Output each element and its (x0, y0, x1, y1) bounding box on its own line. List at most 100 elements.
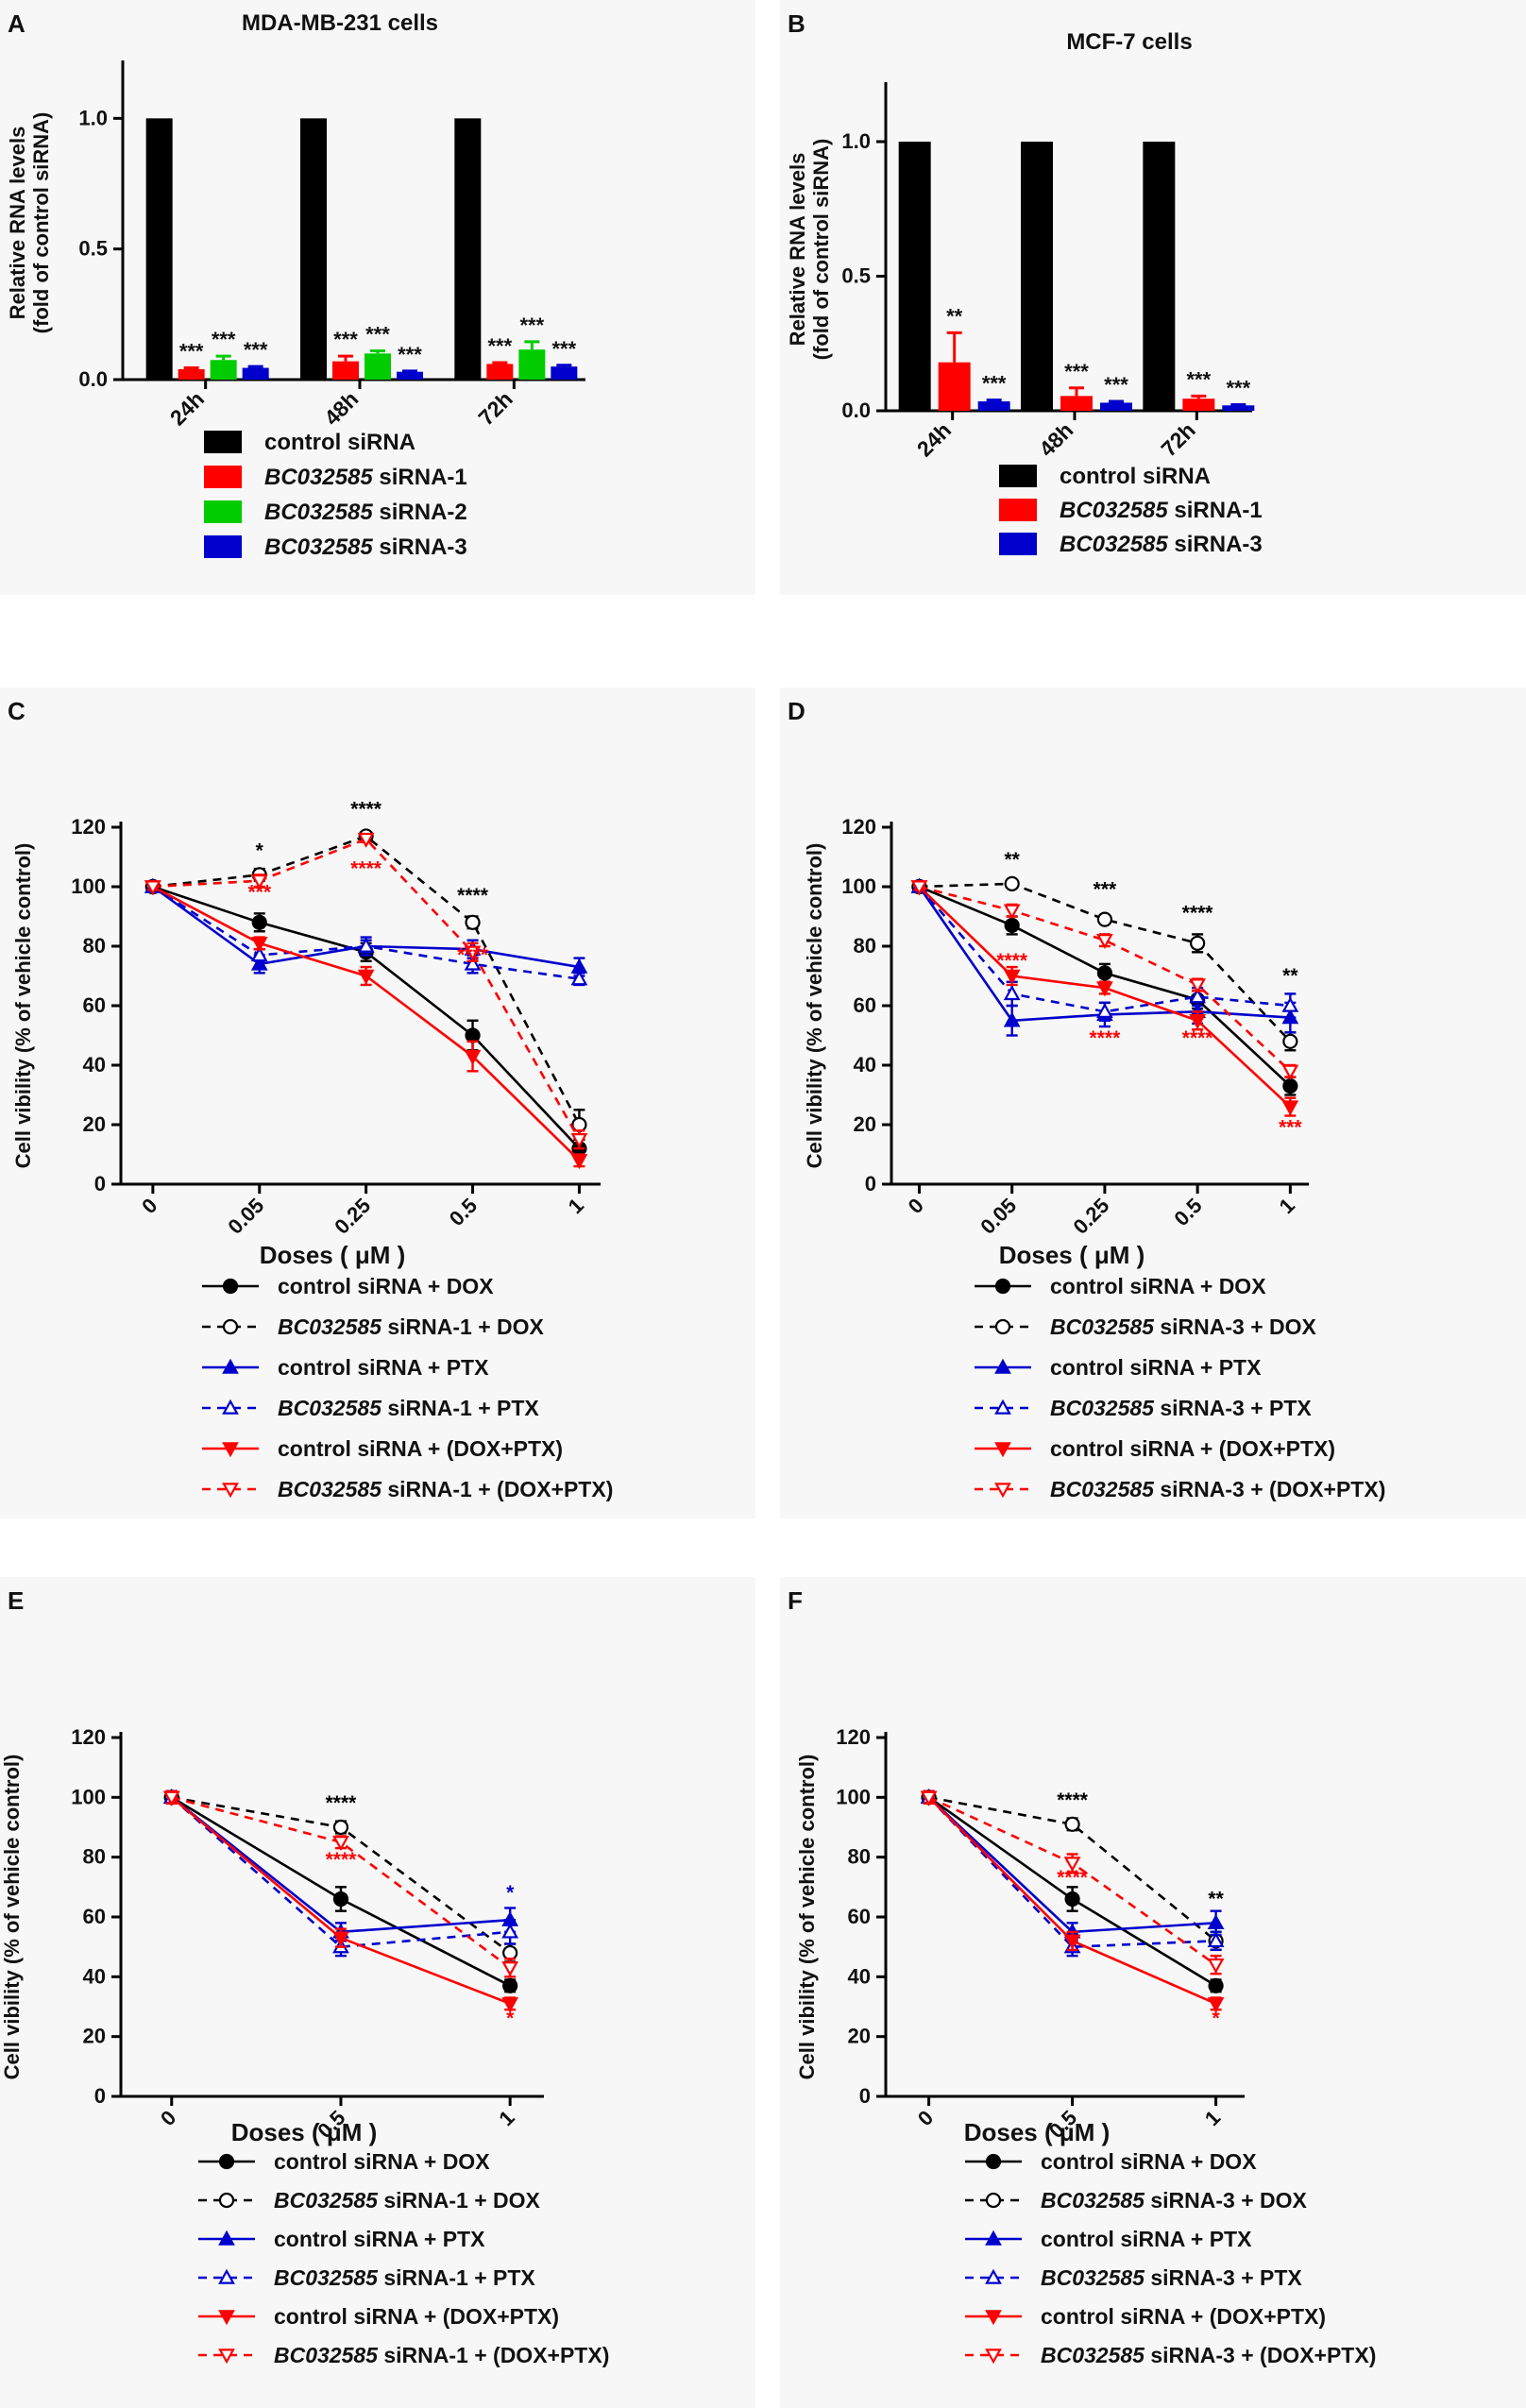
legend-label-text: siRNA-1 + (DOX+PTX) (378, 2343, 609, 2367)
legend-label-text: siRNA-3 + DOX (1144, 2188, 1308, 2213)
data-point (1096, 965, 1113, 981)
axis-label-line: Relative RNA levels (786, 153, 809, 347)
legend-label-text: siRNA-3 + DOX (1154, 1314, 1317, 1339)
legend-label: control siRNA (1060, 464, 1211, 489)
legend-label-text: siRNA-3 + PTX (1144, 2265, 1302, 2290)
data-point (332, 1836, 349, 1852)
significance-label: * (1212, 2008, 1221, 2029)
legend-label: control siRNA (264, 430, 415, 455)
data-point (464, 945, 482, 961)
data-point (357, 937, 375, 953)
y-axis-label: Cell vibility (% of vehicle control) (0, 1755, 24, 2080)
data-point (501, 1961, 519, 1977)
legend-marker (994, 1442, 1011, 1458)
legend-marker (985, 2230, 1002, 2246)
bar (1021, 142, 1053, 411)
data-point (1004, 875, 1020, 891)
significance-label: **** (350, 857, 382, 879)
data-point (1207, 1997, 1225, 2013)
x-tick-label: 0 (904, 1194, 928, 1218)
legend-label: BC032585 siRNA-3 + PTX (1041, 2265, 1302, 2290)
legend-label-text: control siRNA + DOX (278, 1274, 494, 1298)
bar (898, 142, 931, 411)
legend-marker (994, 1278, 1011, 1295)
y-tick-label: 0 (865, 1172, 876, 1196)
legend-label-text: siRNA-1 (1168, 498, 1263, 523)
legend-swatch (999, 533, 1037, 555)
y-tick-label: 1.0 (78, 106, 108, 129)
y-tick-label: 20 (83, 1112, 106, 1136)
panel-e: E 0 20 40 60 80 100 120 Cell vibility (% of vehi… (0, 1577, 755, 2408)
legend-label: control siRNA + DOX (1050, 1274, 1266, 1298)
panel-a: A MDA-MB-231 cells 0.0 0.5 1.0 Relative RNA l… (0, 0, 755, 595)
x-tick-label: 0.5 (445, 1194, 482, 1230)
legend-marker (985, 2153, 1002, 2170)
legend-label-italic: BC032585 (264, 534, 373, 560)
data-point (501, 1923, 519, 1939)
legend-label: control siRNA + PTX (1041, 2227, 1252, 2251)
legend-label-italic: BC032585 (1050, 1477, 1155, 1501)
legend-label-text: siRNA-1 + DOX (382, 1314, 545, 1339)
y-tick-label: 1.0 (841, 129, 871, 153)
legend-marker (222, 1442, 239, 1458)
legend-label-text: control siRNA + (DOX+PTX) (1041, 2304, 1326, 2329)
legend-marker (222, 1358, 239, 1374)
significance-label: ** (946, 304, 963, 328)
legend-label-text: control siRNA (1060, 464, 1211, 489)
bar (1060, 396, 1093, 411)
x-tick-label: 48h (1034, 417, 1077, 461)
legend-swatch (999, 465, 1037, 487)
data-point (1207, 1914, 1225, 1930)
chart-a: A MDA-MB-231 cells 0.0 0.5 1.0 Relative RNA l… (6, 9, 585, 560)
legend-label: control siRNA + DOX (278, 1274, 494, 1298)
panel-letter: B (788, 9, 805, 38)
data-point (1281, 1100, 1299, 1116)
legend-label-text: control siRNA + DOX (1041, 2149, 1257, 2174)
legend-label-italic: BC032585 (1060, 532, 1168, 557)
legend-label: BC032585 siRNA-3 + (DOX+PTX) (1050, 1477, 1385, 1501)
y-tick-label: 100 (836, 1785, 871, 1808)
significance-label: *** (333, 328, 358, 351)
significance-label: **** (1057, 1867, 1089, 1889)
legend-label-italic: BC032585 (274, 2343, 379, 2367)
legend-label: BC032585 siRNA-1 + PTX (274, 2265, 535, 2290)
significance-label: *** (365, 323, 390, 347)
data-point (1064, 1891, 1080, 1908)
x-tick-label: 0.25 (330, 1194, 375, 1239)
y-tick-label: 0.0 (78, 367, 108, 391)
legend-label-text: siRNA-3 (373, 534, 467, 560)
significance-label: **** (326, 1792, 358, 1814)
x-tick-label: 0.25 (1068, 1194, 1113, 1239)
data-point (1063, 1934, 1081, 1950)
data-point (502, 1944, 518, 1961)
legend-label-italic: BC032585 (1041, 2188, 1145, 2213)
y-tick-label: 80 (848, 1845, 871, 1869)
data-point (570, 970, 588, 986)
data-point (1096, 934, 1113, 949)
chart-b: B MCF-7 cells 0.0 0.5 1.0 Relative RNA levels… (786, 9, 1263, 557)
legend-label-italic: BC032585 (278, 1396, 382, 1420)
data-point (1003, 904, 1021, 920)
legend-label-text: control siRNA + PTX (1041, 2227, 1252, 2251)
significance-label: **** (996, 950, 1028, 972)
data-point (1281, 1064, 1299, 1080)
legend-label: control siRNA + (DOX+PTX) (1041, 2304, 1326, 2329)
significance-label: * (256, 840, 264, 862)
legend-label-text: siRNA-2 (373, 500, 467, 525)
y-tick-label: 20 (848, 2025, 871, 2048)
legend-label-italic: BC032585 (274, 2188, 379, 2213)
y-tick-label: 20 (854, 1112, 876, 1136)
legend-label-text: control siRNA + (DOX+PTX) (274, 2304, 559, 2329)
data-point (1282, 1077, 1298, 1094)
chart-title: MCF-7 cells (1066, 29, 1192, 55)
y-tick-label: 80 (83, 1845, 106, 1869)
data-point (1096, 1003, 1113, 1018)
legend-label: control siRNA + DOX (1041, 2149, 1257, 2174)
legend-label-text: siRNA-3 (1168, 532, 1263, 557)
chart-title: MDA-MB-231 cells (242, 10, 438, 36)
chart-d: D 0 20 40 60 80 100 120 Cell vibility (% of vehi… (788, 697, 1385, 1501)
panel-f: F 0 20 40 60 80 100 120 Cell vibility (% of vehi… (780, 1577, 1526, 2408)
significance-label: **** (457, 885, 489, 907)
data-point (501, 1997, 519, 2013)
significance-label: ** (1005, 849, 1021, 871)
